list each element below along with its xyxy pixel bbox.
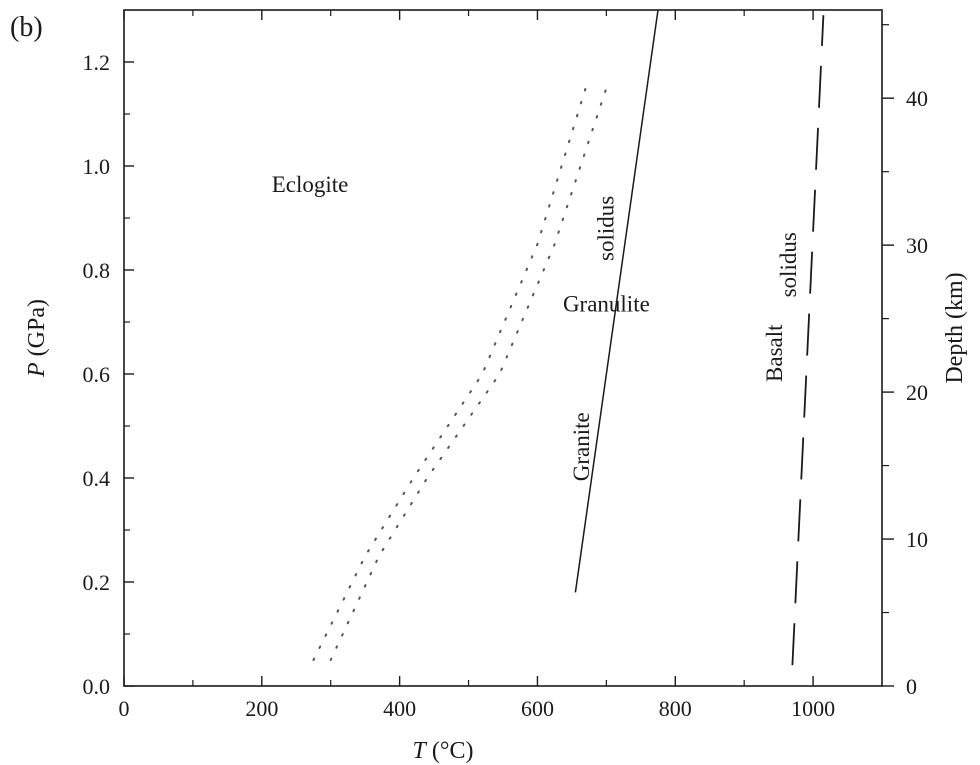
annotation-label: Eclogite <box>272 172 349 197</box>
plot-frame <box>123 9 883 687</box>
y-axis-title-unit: (GPa) <box>24 299 50 356</box>
y-tick-label: 1.2 <box>83 50 111 75</box>
y2-tick-label: 40 <box>906 86 928 111</box>
x-axis-title-unit: (°C) <box>432 738 474 764</box>
panel-label: (b) <box>10 12 43 43</box>
x-axis-title-symbol: T <box>413 738 428 764</box>
annotation-label: Granulite <box>563 292 650 317</box>
y-tick-label: 0.8 <box>83 258 111 283</box>
x-tick-label: 0 <box>119 696 130 721</box>
basalt-solidus-line <box>791 15 825 666</box>
annotation-label: solidus <box>593 196 618 261</box>
y-tick-label: 0.6 <box>83 362 111 387</box>
y-axis-title: P (GPa) <box>24 299 50 378</box>
annotation-label: Basalt <box>762 324 787 382</box>
y2-tick-label: 20 <box>906 380 928 405</box>
x-axis-title: T (°C) <box>413 738 474 764</box>
y-tick-label: 0.2 <box>83 570 111 595</box>
annotation-label: solidus <box>776 232 801 297</box>
granite-solidus-line <box>574 9 659 593</box>
x-tick-label: 800 <box>659 696 692 721</box>
y2-tick-label: 30 <box>906 233 928 258</box>
x-tick-label: 600 <box>521 696 554 721</box>
x-tick-label: 200 <box>245 696 278 721</box>
annotation-label: Granite <box>569 412 594 481</box>
boundary-dotted-line-2 <box>312 87 587 661</box>
y-tick-label: 1.0 <box>83 154 111 179</box>
x-tick-label: 1000 <box>791 696 835 721</box>
y2-tick-label: 0 <box>906 674 917 699</box>
x-tick-label: 400 <box>383 696 416 721</box>
boundary-dotted-line-3 <box>329 87 608 661</box>
y-tick-label: 0.4 <box>83 466 111 491</box>
y2-tick-label: 10 <box>906 527 928 552</box>
y2-axis-title: Depth (km) <box>942 272 968 383</box>
y-tick-label: 0.0 <box>83 674 111 699</box>
y-axis-title-symbol: P <box>24 362 50 378</box>
